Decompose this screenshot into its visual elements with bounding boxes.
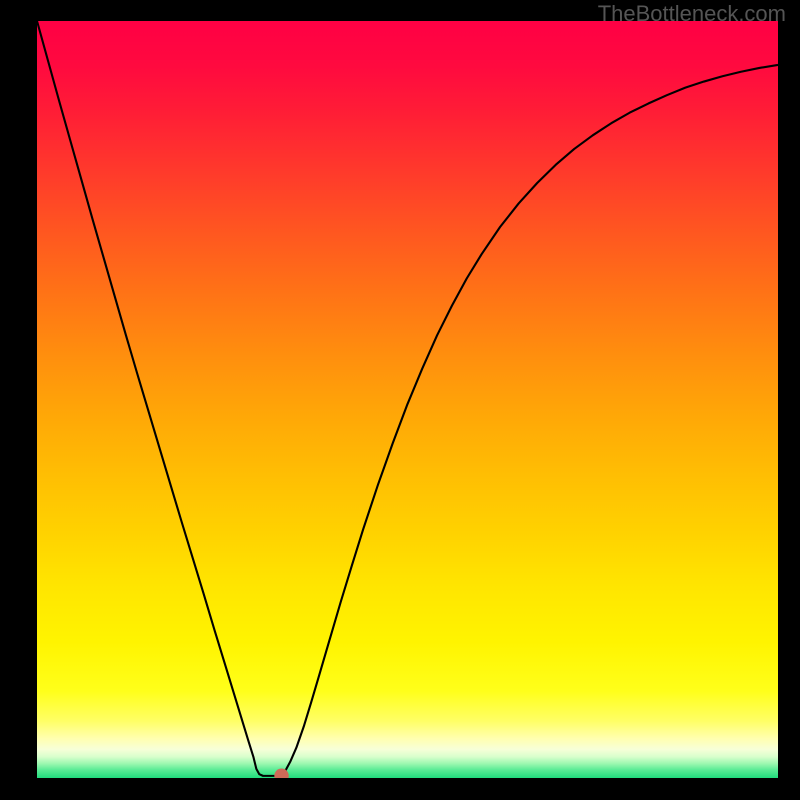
curve-svg [37, 21, 778, 778]
chart-root: TheBottleneck.com [0, 0, 800, 800]
plot-area [37, 21, 778, 778]
watermark-text: TheBottleneck.com [598, 1, 786, 27]
bottleneck-curve [37, 21, 778, 776]
